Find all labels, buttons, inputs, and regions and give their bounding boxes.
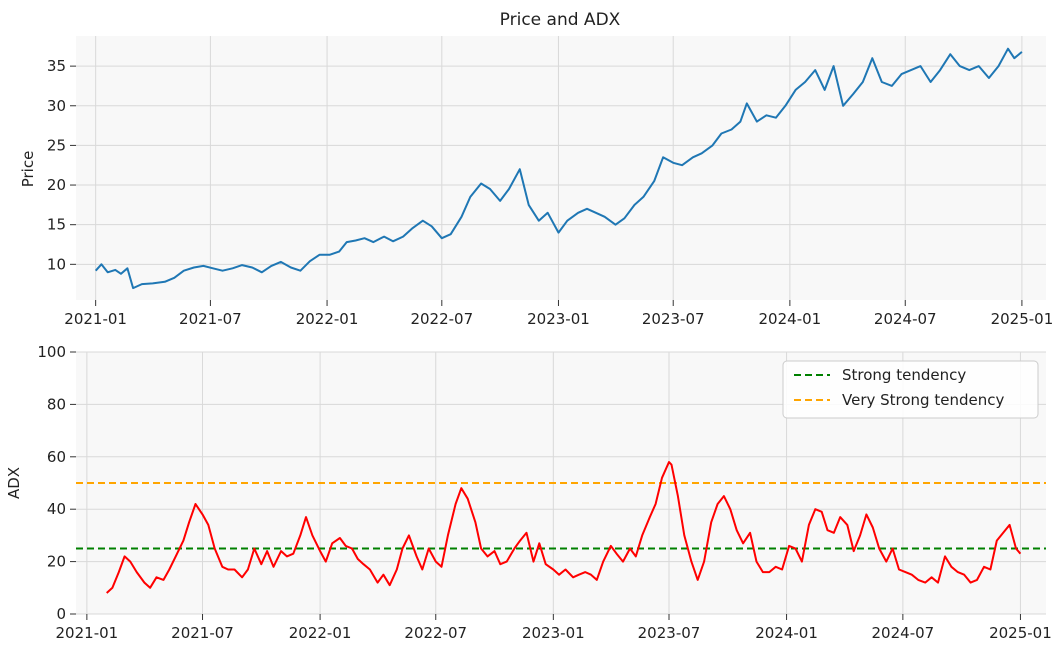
y-tick-label: 0 [56,605,66,623]
x-tick-label: 2021-07 [179,310,242,328]
x-tick-label: 2024-07 [872,624,935,642]
legend: Strong tendency Very Strong tendency [782,360,1039,419]
y-tick-label: 80 [47,395,66,413]
adx-reference-lines [76,482,1046,550]
price-series-line [94,47,1023,290]
x-tick-label: 2021-01 [64,310,127,328]
price-panel: 10 15 20 25 30 35 2021-01 2021-07 2022-01 2022-0… [19,10,1052,328]
chart-title: Price and ADX [500,10,621,30]
x-tick-label: 2024-01 [759,310,822,328]
y-tick-label: 35 [47,57,66,75]
y-tick-label: 100 [37,343,66,361]
price-y-axis-label: Price [19,151,37,188]
y-tick-label: 20 [47,176,66,194]
y-tick-label: 25 [47,136,66,154]
x-tick-label: 2024-01 [755,624,818,642]
x-tick-label: 2022-01 [296,310,359,328]
x-tick-label: 2025-01 [991,310,1052,328]
y-tick-label: 40 [47,500,66,518]
x-tick-label: 2021-01 [56,624,119,642]
x-tick-label: 2023-07 [642,310,705,328]
x-tick-label: 2024-07 [874,310,937,328]
adx-x-ticks: 2021-01 2021-07 2022-01 2022-07 2023-01 2023-… [56,614,1052,642]
legend-strong-tendency-label: Strong tendency [842,366,966,384]
adx-y-axis-label: ADX [5,467,23,499]
x-tick-label: 2021-07 [171,624,234,642]
price-x-ticks: 2021-01 2021-07 2022-01 2022-07 2023-01 2023-… [64,300,1052,328]
x-tick-label: 2025-01 [989,624,1052,642]
x-tick-label: 2023-01 [522,624,585,642]
y-tick-label: 30 [47,97,66,115]
x-tick-label: 2022-07 [410,310,473,328]
x-tick-label: 2022-07 [404,624,467,642]
y-tick-label: 20 [47,553,66,571]
x-tick-label: 2022-01 [289,624,352,642]
y-tick-label: 15 [47,216,66,234]
legend-box [782,360,1039,419]
x-tick-label: 2023-01 [527,310,590,328]
adx-y-ticks: 0 20 40 60 80 100 [37,343,76,623]
adx-panel: 0 20 40 60 80 100 2021-01 2021-07 2022-01 2022-0… [5,343,1052,642]
price-plot-area [76,36,1046,300]
y-tick-label: 60 [47,448,66,466]
legend-very-strong-tendency-label: Very Strong tendency [842,391,1004,409]
adx-series-line [106,461,1022,594]
price-grid [76,36,1046,300]
y-tick-label: 10 [47,255,66,273]
price-y-ticks: 10 15 20 25 30 35 [47,57,76,273]
x-tick-label: 2023-07 [638,624,701,642]
